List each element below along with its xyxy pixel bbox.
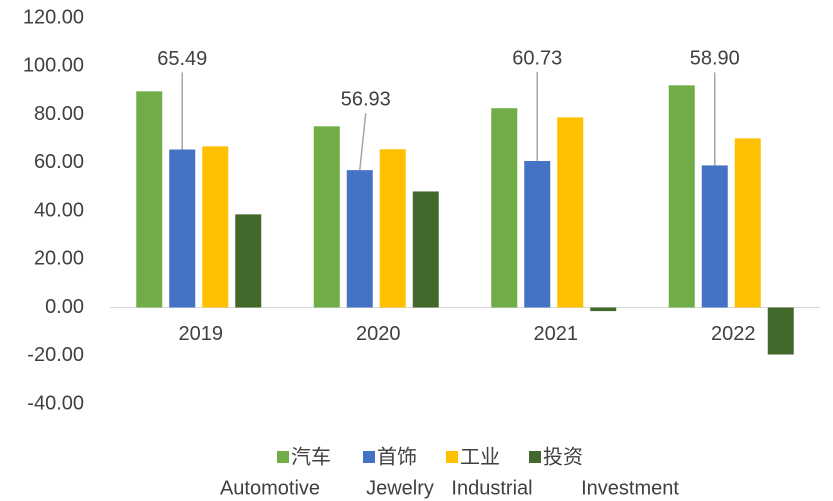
y-tick-label: 60.00: [34, 151, 84, 173]
legend-label: 工业: [460, 445, 500, 468]
x-tick-label: 2019: [179, 323, 224, 345]
bar: [136, 91, 163, 308]
legend-label: 汽车: [291, 445, 331, 468]
annotation: Automotive: [220, 477, 320, 499]
y-tick-label: 40.00: [34, 199, 84, 221]
x-tick-label: 2022: [711, 323, 756, 345]
y-tick-label: 20.00: [34, 248, 84, 270]
bar: [235, 214, 262, 308]
bar: [701, 165, 728, 308]
bar: [313, 126, 340, 308]
bar: [379, 149, 406, 308]
legend-label: 投资: [543, 445, 583, 468]
bar: [346, 170, 373, 308]
legend-swatch: [277, 451, 289, 463]
y-tick-label: 80.00: [34, 103, 84, 125]
y-tick-label: 120.00: [23, 6, 84, 28]
annotation: Industrial: [451, 477, 532, 499]
bar: [202, 146, 229, 308]
data-label: 58.90: [690, 48, 740, 70]
y-tick-label: -40.00: [27, 392, 84, 414]
x-tick-label: 2021: [534, 323, 579, 345]
bar: [524, 160, 551, 308]
leader-line: [359, 113, 367, 171]
y-tick-label: -20.00: [27, 344, 84, 366]
bar: [412, 191, 439, 308]
bar: [590, 307, 617, 312]
y-tick-label: 100.00: [23, 55, 84, 77]
legend-label: 首饰: [377, 445, 417, 468]
annotation: Jewelry: [366, 477, 434, 499]
bar: [557, 117, 584, 308]
data-label: 65.49: [157, 48, 207, 70]
bar: [734, 138, 761, 308]
bar: [169, 149, 196, 308]
annotation: Investment: [581, 477, 679, 499]
x-tick-label: 2020: [356, 323, 401, 345]
bar: [668, 85, 695, 308]
data-label: 60.73: [512, 47, 562, 69]
legend-swatch: [446, 451, 458, 463]
bar: [767, 307, 794, 355]
legend-swatch: [363, 451, 375, 463]
y-tick-label: 0.00: [45, 296, 84, 318]
bar: [491, 108, 518, 308]
data-label: 56.93: [341, 88, 391, 110]
legend-swatch: [529, 451, 541, 463]
